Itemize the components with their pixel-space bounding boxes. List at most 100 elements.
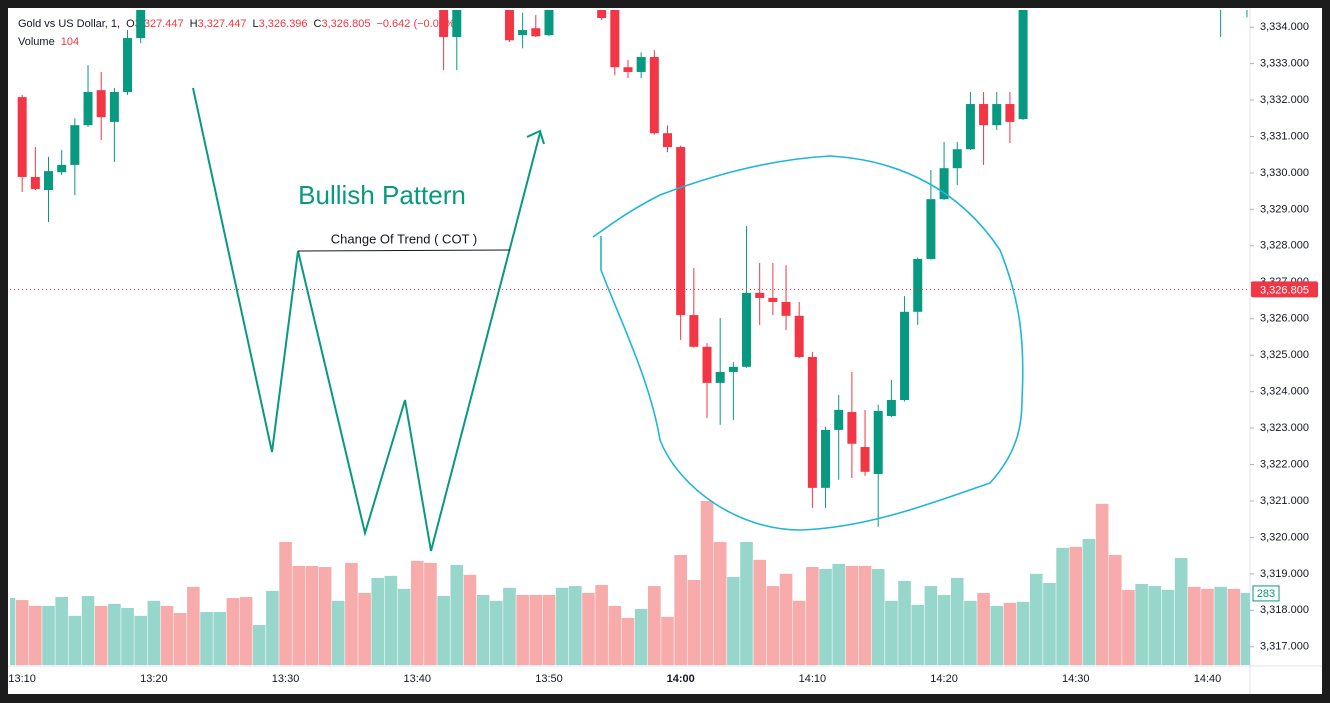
x-tick-label: 14:10 xyxy=(799,673,827,685)
volume-bar xyxy=(331,600,345,665)
volume-bar xyxy=(147,600,161,665)
volume-bar xyxy=(358,592,371,665)
volume-bar xyxy=(476,594,490,665)
volume-bar xyxy=(226,598,240,665)
cot-line xyxy=(297,249,511,252)
ohlc-key: H xyxy=(190,18,198,30)
volume-bar xyxy=(687,579,701,665)
volume-bar xyxy=(792,600,806,665)
volume-bar xyxy=(94,605,108,665)
candle-body xyxy=(636,57,646,72)
volume-bar xyxy=(713,542,727,665)
y-tick-label: 3,321.000 xyxy=(1260,495,1309,507)
candle-body xyxy=(1216,0,1225,2)
volume-bar xyxy=(1082,538,1096,665)
volume-bar xyxy=(252,625,266,665)
volume-bar xyxy=(121,607,134,665)
candle-body xyxy=(992,104,1002,126)
volume-bar xyxy=(1174,558,1188,665)
y-tick-label: 3,318.000 xyxy=(1260,604,1309,616)
volume-bar xyxy=(832,563,846,665)
volume-bar xyxy=(1056,547,1069,665)
candle-body xyxy=(597,10,607,19)
candle-body xyxy=(742,292,752,367)
ohlc-value: 3,327.447 xyxy=(135,18,184,30)
volume-bar xyxy=(898,580,911,665)
volume-bar xyxy=(108,603,121,665)
volume-bar xyxy=(819,568,832,665)
annotation-label: Change Of Trend ( COT ) xyxy=(331,231,477,246)
volume-bar xyxy=(608,605,622,665)
volume-bar xyxy=(621,617,635,665)
volume-bar xyxy=(516,594,529,665)
candle-body xyxy=(518,30,528,36)
volume-bar xyxy=(292,565,306,665)
candle-body xyxy=(663,133,672,148)
volume-bar xyxy=(674,554,687,665)
candle-body xyxy=(900,311,910,401)
volume-bar xyxy=(700,501,714,665)
volume-legend: Volume 104 xyxy=(18,36,79,48)
candle-body xyxy=(689,315,699,347)
annotation-title: Bullish Pattern xyxy=(298,180,466,210)
ohlc-value: 3,327.447 xyxy=(198,18,247,30)
volume-bar xyxy=(81,595,95,665)
zigzag-drawing xyxy=(192,87,541,552)
volume-bar xyxy=(1214,586,1227,665)
volume-value: 104 xyxy=(61,36,79,48)
volume-bar xyxy=(463,574,477,665)
candle-body xyxy=(610,10,620,68)
candle-body xyxy=(623,67,633,72)
candle-body xyxy=(939,168,949,200)
volume-bar xyxy=(542,594,556,665)
candles xyxy=(10,0,1250,527)
y-tick-label: 3,326.000 xyxy=(1260,313,1309,325)
candle-body xyxy=(886,400,896,417)
volume-bar xyxy=(977,592,990,665)
volume-bar xyxy=(213,612,227,665)
volume-bar xyxy=(740,542,753,665)
arrow-head xyxy=(526,129,545,145)
change-value: −0.642 (−0.02%) xyxy=(376,18,458,30)
volume-bar xyxy=(1043,583,1056,665)
volume-bar xyxy=(10,598,16,665)
volume-bar xyxy=(766,586,780,665)
y-tick-label: 3,324.000 xyxy=(1260,386,1309,398)
volume-bar xyxy=(950,577,964,665)
y-tick-label: 3,322.000 xyxy=(1260,458,1309,470)
candle-body xyxy=(123,38,133,93)
candle-body xyxy=(531,28,541,37)
circle-drawing xyxy=(592,155,1024,531)
x-tick-label: 13:40 xyxy=(404,673,432,685)
volume-bar xyxy=(173,613,187,665)
candle-body xyxy=(544,10,554,36)
volume-bar xyxy=(1227,588,1241,665)
volume-bar xyxy=(279,542,292,665)
volume-bar xyxy=(450,564,464,665)
candle-body xyxy=(702,346,712,383)
y-tick-label: 3,333.000 xyxy=(1260,57,1309,69)
candle-body xyxy=(715,371,725,383)
candle-body xyxy=(965,104,975,150)
volume-bar xyxy=(68,615,82,665)
annotations: Bullish Pattern Change Of Trend ( COT ) xyxy=(192,87,1024,552)
x-tick-label: 13:50 xyxy=(535,673,563,685)
volume-bar xyxy=(1161,589,1175,665)
volume-bar xyxy=(661,616,674,665)
candle-body xyxy=(821,429,831,488)
volume-bar xyxy=(555,587,569,665)
volume-bar xyxy=(924,586,938,665)
y-tick-label: 3,330.000 xyxy=(1260,167,1309,179)
ohlc-value: 3,326.396 xyxy=(259,18,308,30)
volume-bar xyxy=(1240,592,1250,665)
ohlc-key: C xyxy=(314,18,322,30)
volume-bar xyxy=(239,597,253,665)
volume-bar xyxy=(1201,588,1214,665)
volume-bar xyxy=(1069,546,1083,665)
volume-bar xyxy=(911,604,925,665)
volume-bar xyxy=(634,608,648,665)
volume-bar xyxy=(42,605,55,665)
volume-bar xyxy=(503,587,516,665)
ohlc-key: L xyxy=(252,18,258,30)
volume-bar xyxy=(55,597,68,665)
